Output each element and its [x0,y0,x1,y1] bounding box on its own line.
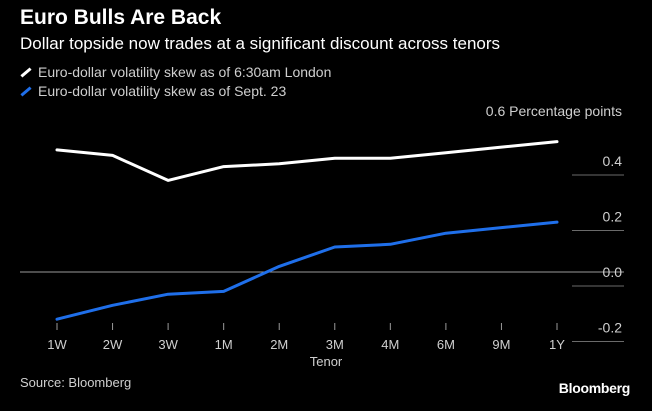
y-tick-label: 0.0 [603,264,623,280]
series-line-london [55,140,559,182]
x-axis-label: Tenor [310,354,343,369]
x-tick-label: 4M [381,337,399,352]
x-tick-label: 3W [158,337,178,352]
y-tick-label: 0.2 [603,209,623,225]
x-tick-label: 1Y [549,337,565,352]
x-tick-label: 9M [492,337,510,352]
legend-label-london: Euro-dollar volatility skew as of 6:30am… [38,64,332,80]
legend-item-london: Euro-dollar volatility skew as of 6:30am… [20,63,331,81]
series-line-sept23 [55,220,559,321]
legend-label-sept23: Euro-dollar volatility skew as of Sept. … [38,83,287,99]
y-axis-label: 0.6 Percentage points [486,103,622,119]
chart-subtitle: Dollar topside now trades at a significa… [20,34,501,53]
legend-item-sept23: Euro-dollar volatility skew as of Sept. … [20,82,286,100]
y-tick-label: -0.2 [598,320,622,336]
x-tick-label: 2M [270,337,288,352]
chart-title: Euro Bulls Are Back [20,6,222,29]
brand-logo: Bloomberg [558,380,631,396]
x-tick-label: 3M [326,337,344,352]
x-tick-label: 6M [437,337,455,352]
x-tick-label: 1W [47,337,67,352]
source-note: Source: Bloomberg [20,375,132,390]
y-tick-label: 0.4 [603,153,623,169]
x-tick-label: 2W [103,337,123,352]
x-tick-label: 1M [215,337,233,352]
